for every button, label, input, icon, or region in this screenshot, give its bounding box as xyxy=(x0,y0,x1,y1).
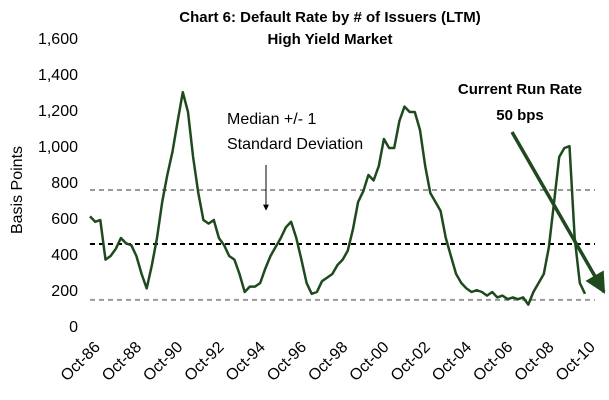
x-tick-label: Oct-92 xyxy=(182,339,228,385)
annotation: Current Run Rate xyxy=(458,81,582,98)
y-axis-label: Basis Points xyxy=(9,146,26,234)
x-tick-label: Oct-04 xyxy=(429,339,475,385)
x-tick-label: Oct-88 xyxy=(99,339,145,385)
annotation-arrow xyxy=(510,131,606,294)
x-tick-label: Oct-94 xyxy=(223,339,269,385)
chart-subtitle: High Yield Market xyxy=(267,31,392,48)
x-tick-label: Oct-90 xyxy=(140,339,186,385)
x-tick-label: Oct-96 xyxy=(264,339,310,385)
y-tick-label: 1,200 xyxy=(38,103,78,120)
chart-title: Chart 6: Default Rate by # of Issuers (L… xyxy=(179,9,480,26)
data-line xyxy=(89,90,587,306)
y-tick-label: 1,600 xyxy=(38,31,78,48)
y-tick-label: 600 xyxy=(51,211,78,228)
x-tick-label: Oct-86 xyxy=(58,339,104,385)
y-tick-label: 200 xyxy=(51,283,78,300)
annotation: Standard Deviation xyxy=(227,136,363,153)
x-tick-label: Oct-02 xyxy=(388,339,434,385)
x-tick-label: Oct-10 xyxy=(553,339,599,385)
x-tick-label: Oct-98 xyxy=(305,339,351,385)
y-tick-label: 400 xyxy=(51,247,78,264)
y-tick-label: 1,000 xyxy=(38,139,78,156)
annotation: Median +/- 1 xyxy=(227,111,316,128)
y-tick-label: 800 xyxy=(51,175,78,192)
y-tick-label: 0 xyxy=(69,319,78,336)
x-tick-label: Oct-06 xyxy=(470,339,516,385)
y-tick-label: 1,400 xyxy=(38,67,78,84)
x-tick-label: Oct-08 xyxy=(512,339,558,385)
annotation: 50 bps xyxy=(496,107,544,124)
x-tick-label: Oct-00 xyxy=(347,339,393,385)
